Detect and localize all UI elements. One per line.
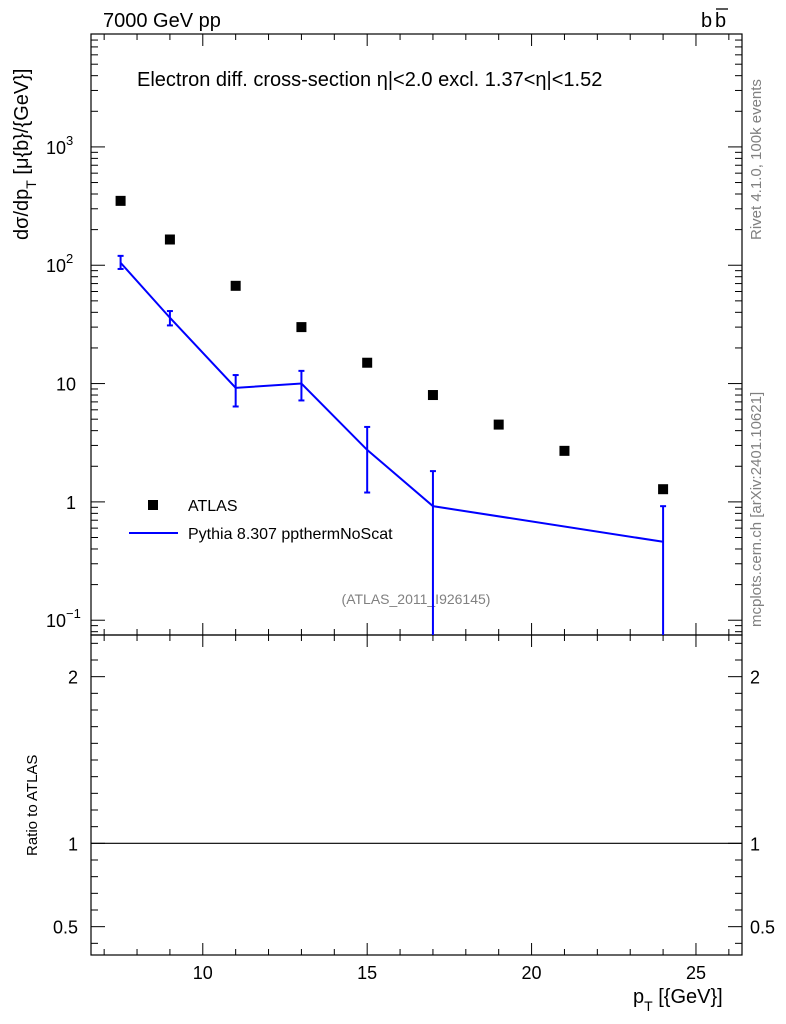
atlas-point: [427, 390, 438, 401]
main-plot-frame: [90, 33, 743, 636]
ratio-plot-frame: [90, 634, 743, 956]
process-label: b b: [701, 8, 728, 32]
ratio-axis-ticks: 10 15 20 25 0.5 0.5 1 1 2 2: [53, 635, 775, 983]
legend-label-atlas: ATLAS: [188, 498, 238, 515]
atlas-point: [559, 445, 570, 456]
legend: ATLAS Pythia 8.307 ppthermNoScat: [129, 498, 393, 543]
ratio-tick-label-right: 2: [750, 668, 760, 688]
legend-marker-atlas: [148, 500, 158, 510]
y-tick-label-exponent: 2: [66, 251, 73, 266]
y-tick-label: 1: [66, 493, 76, 513]
svg-text:b: b: [701, 10, 712, 32]
atlas-point: [164, 234, 175, 245]
ratio-y-axis-label: Ratio to ATLAS: [24, 755, 41, 856]
chart-title: Electron diff. cross-section η|<2.0 excl…: [137, 69, 602, 91]
ratio-tick-label-left: 0.5: [53, 918, 78, 938]
y-tick-label: 10: [46, 611, 66, 631]
x-tick-label: 20: [522, 963, 542, 983]
analysis-id-label: (ATLAS_2011_I926145): [342, 591, 491, 607]
x-axis-label: pT [{GeV}]: [633, 986, 723, 1014]
atlas-point: [230, 280, 241, 291]
ratio-tick-label-right: 0.5: [750, 918, 775, 938]
atlas-point: [362, 357, 373, 368]
legend-label-pythia: Pythia 8.307 ppthermNoScat: [188, 526, 393, 543]
atlas-point: [658, 484, 669, 495]
atlas-point: [493, 419, 504, 430]
x-tick-label: 25: [686, 963, 706, 983]
ratio-tick-label-right: 1: [750, 834, 760, 854]
mcplots-label: mcplots.cern.ch [arXiv:2401.10621]: [748, 392, 765, 627]
ratio-tick-label-left: 1: [68, 834, 78, 854]
rivet-label: Rivet 4.1.0, 100k events: [748, 79, 765, 240]
y-tick-label: 10: [46, 138, 66, 158]
atlas-point: [115, 195, 126, 206]
y-tick-label: 10: [46, 256, 66, 276]
series-layer: [115, 195, 669, 635]
y-tick-label: 10: [56, 375, 76, 395]
svg-text:b: b: [715, 10, 726, 32]
ratio-tick-label-left: 2: [68, 668, 78, 688]
x-tick-label: 10: [193, 963, 213, 983]
y-tick-label-exponent: −1: [66, 606, 81, 621]
y-tick-label-exponent: 3: [66, 133, 73, 148]
energy-label: 7000 GeV pp: [103, 10, 221, 32]
y-axis-label: dσ/dpT [μ{b}/{GeV}]: [11, 69, 39, 240]
x-tick-label: 15: [357, 963, 377, 983]
atlas-point: [296, 322, 307, 333]
